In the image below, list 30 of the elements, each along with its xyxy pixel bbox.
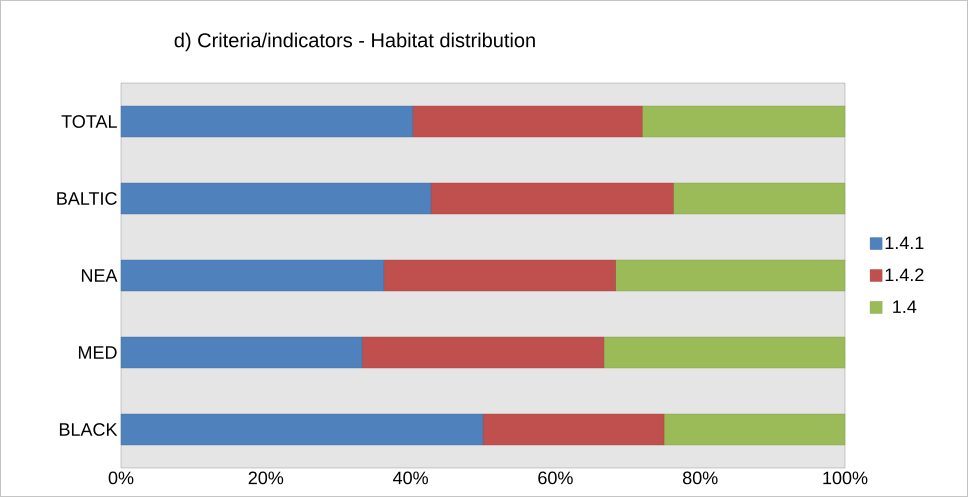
x-tick-label: 100% xyxy=(823,472,868,484)
bar xyxy=(412,106,642,138)
x-tick-label: 20% xyxy=(248,472,284,484)
bar xyxy=(642,106,846,138)
bar xyxy=(384,260,616,292)
bar xyxy=(482,414,664,446)
y-tick-label: MED xyxy=(78,346,117,359)
bar xyxy=(120,106,413,138)
legend-label: 1.4.2 xyxy=(886,268,924,282)
bar xyxy=(120,414,484,446)
chart-title: d) Criteria/indicators - Habitat distribution xyxy=(174,32,535,52)
bar xyxy=(664,414,846,446)
bar xyxy=(604,336,846,368)
bar xyxy=(615,260,846,292)
bar xyxy=(362,336,604,368)
y-tick-label: BLACK xyxy=(60,423,118,436)
bar xyxy=(673,182,846,214)
bar xyxy=(120,336,362,368)
x-tick-label: 80% xyxy=(682,472,718,484)
x-tick-label: 0% xyxy=(108,472,134,484)
legend-label: 1.4.1 xyxy=(886,236,924,249)
bar xyxy=(430,182,674,214)
legend-label: 1.4 xyxy=(893,300,916,313)
x-tick-label: 40% xyxy=(392,472,428,484)
y-tick-label: NEA xyxy=(82,269,118,282)
bar xyxy=(120,260,384,292)
bar xyxy=(120,182,432,214)
y-tick-label: BALTIC xyxy=(57,192,117,205)
y-tick-label: TOTAL xyxy=(62,115,117,128)
x-tick-label: 60% xyxy=(538,472,573,484)
